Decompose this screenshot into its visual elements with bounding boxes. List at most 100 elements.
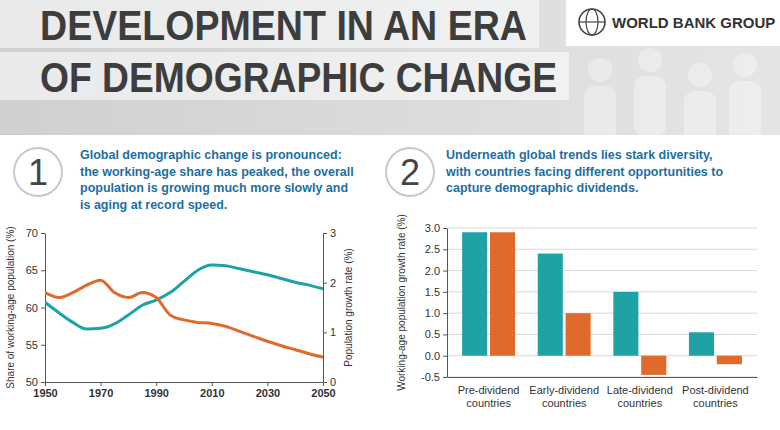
logo-box [566,0,780,46]
title-backdrop [0,0,539,48]
chart-1: 19501970199020102030205050556065700123Sh… [5,226,354,398]
x-axis: 1950 1970 1990 2010 2030 2050 [33,382,335,399]
body-background [0,135,780,430]
tick-label: 60 [26,302,38,314]
tick-label: 2 [330,277,336,289]
tick: 1990 [144,382,168,399]
grid [447,228,757,377]
tick: 0.0 [425,350,447,362]
header-background [0,0,780,135]
bar [490,232,515,355]
tick: 2010 [200,382,224,399]
tick-label: 65 [26,264,38,276]
chart-2: -0.50.00.51.01.52.02.53.0Working-age pop… [396,214,758,409]
grid-line [447,377,757,378]
tick-mark [41,345,45,346]
bar [689,332,714,355]
tick: 70 [26,227,45,239]
y2-axis: 0123 [323,227,336,388]
tick-mark [443,292,447,293]
tick: 2030 [256,382,280,399]
silhouette-head [733,53,757,77]
tick-mark [443,249,447,250]
silhouette-body [684,91,716,151]
tick-mark [45,382,46,386]
tick-mark [41,270,45,271]
tick-mark [41,308,45,309]
tick: 60 [26,302,45,314]
title: DEVELOPMENT IN AN ERA [40,2,527,49]
tick-label: 0.5 [425,328,440,340]
silhouette-body [729,81,761,141]
tick-mark [323,382,327,383]
tick-label: Pre-dividendcountries [458,384,520,409]
logo-globe [579,9,605,35]
silhouette-head [688,63,712,87]
tick-mark [323,283,327,284]
tick: 2.5 [425,243,447,255]
number-circle [386,148,434,196]
tick: -0.5 [421,371,447,383]
decoration [584,48,761,151]
number-circle [14,148,62,196]
plot-area [45,265,323,357]
tick-mark [41,233,45,234]
tick-mark [41,382,45,383]
tick-label: 1970 [89,387,113,399]
bar [538,254,563,356]
tick-label: 0 [330,376,336,388]
tick-mark [443,271,447,272]
bar [717,356,742,365]
panel-caption: the working-age share has peaked, the ov… [80,165,354,179]
plot-area [462,232,742,375]
tick-mark [443,334,447,335]
bar [641,356,666,375]
tick-mark [443,377,447,378]
tick: Post-dividendcountries [682,377,749,409]
panel-caption: with countries facing different opportun… [445,165,723,179]
tick-label: 1.5 [425,286,440,298]
title: OF DEMOGRAPHIC CHANGE [40,54,557,101]
tick-label: 0.0 [425,350,440,362]
tick-label: Post-dividendcountries [682,384,749,409]
tick: 0.5 [425,328,447,340]
tick: 1 [323,326,336,338]
silhouette-body [634,76,666,136]
tick-label: 70 [26,227,38,239]
tick-label: 1950 [33,387,57,399]
tick-mark [443,313,447,314]
tick-label: 2010 [200,387,224,399]
axis-line [45,234,46,383]
grid-line [447,228,757,229]
tick-label: 1990 [144,387,168,399]
panel-number: 2 [400,152,420,193]
tick-label: Early-dividendcountries [529,384,599,409]
silhouette-head [588,58,612,82]
tick: 1.0 [425,307,447,319]
tick-label: 3.0 [425,222,440,234]
tick: 55 [26,339,45,351]
y2-axis-title: Population growth rate (%) [343,248,354,366]
silhouette-body [584,86,616,146]
silhouette-head [638,48,662,72]
tick-label: -0.5 [421,371,440,383]
tick-label: 2050 [311,387,335,399]
axis-line [323,234,324,383]
axis-line [447,229,448,378]
tick: 2 [323,277,336,289]
tick-mark [101,382,102,386]
panel-number: 1 [28,152,48,193]
tick: 65 [26,264,45,276]
tick-mark [212,382,213,386]
tick-mark [323,332,327,333]
tick-mark [267,382,268,386]
tick: Late-dividendcountries [607,377,673,409]
bar [566,313,591,356]
y-axis: -0.5 0.0 0.5 1.0 1.5 2.0 2.5 3.0 [421,222,447,383]
tick: 2.0 [425,265,447,277]
infographic: DEVELOPMENT IN AN ERA OF DEMOGRAPHIC CHAN… [0,0,780,430]
tick: 50 [26,376,45,388]
tick-mark [443,228,447,229]
tick-label: 1.0 [425,307,440,319]
tick: 1970 [89,382,113,399]
